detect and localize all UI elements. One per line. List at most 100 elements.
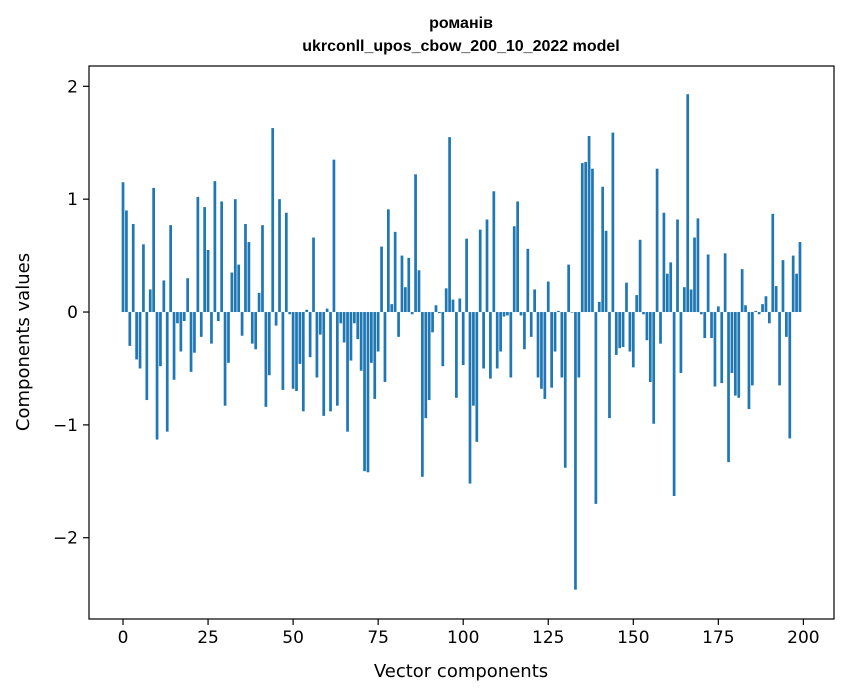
bar — [448, 137, 451, 313]
bar — [635, 295, 639, 313]
bar — [723, 253, 727, 313]
bar — [737, 312, 741, 398]
bar — [611, 132, 615, 313]
bar — [604, 230, 608, 313]
bar — [540, 312, 543, 389]
bar — [373, 312, 377, 399]
bar — [267, 312, 271, 376]
bar — [223, 312, 227, 406]
bar — [441, 312, 445, 367]
bar — [162, 280, 166, 313]
bar — [189, 312, 193, 372]
bar — [716, 306, 720, 313]
y-axis-label: Components values — [13, 253, 34, 431]
bar — [478, 229, 482, 313]
y-tick-label: 1 — [67, 190, 78, 210]
bar — [312, 237, 315, 313]
bar — [682, 287, 686, 313]
bar — [754, 310, 758, 313]
bar — [618, 312, 622, 349]
bar — [182, 312, 186, 322]
bar — [778, 312, 781, 386]
bar — [485, 219, 489, 313]
bar — [356, 312, 360, 340]
bar — [751, 312, 754, 386]
bar — [165, 312, 169, 432]
bar — [638, 239, 642, 313]
bar — [727, 312, 730, 463]
bar — [594, 312, 598, 504]
bar — [519, 312, 523, 316]
bar — [193, 312, 196, 353]
y-axis-ticks: −2 −1 0 1 2 — [53, 77, 89, 549]
bar — [376, 312, 380, 352]
bar — [645, 312, 649, 341]
chart-subtitle: ukrconll_upos_cbow_200_10_2022 model — [302, 38, 619, 55]
bar — [791, 255, 795, 313]
bar — [516, 201, 519, 313]
x-tick-label: 125 — [532, 628, 564, 648]
bar — [502, 312, 506, 317]
bar — [138, 312, 142, 369]
bar — [509, 312, 513, 378]
bar — [393, 231, 397, 313]
bar — [424, 312, 428, 419]
bar — [431, 312, 434, 333]
bar — [699, 312, 703, 315]
bar — [244, 224, 247, 313]
bar — [387, 209, 390, 313]
bar — [733, 312, 737, 396]
bar — [237, 264, 241, 313]
bar — [533, 289, 536, 313]
bar — [601, 186, 605, 313]
bar — [414, 174, 417, 313]
bar — [659, 312, 662, 344]
bar — [676, 219, 679, 313]
bar — [271, 128, 275, 313]
x-tick-label: 50 — [282, 628, 304, 648]
bar — [506, 312, 509, 316]
bar — [176, 312, 179, 324]
bar — [421, 312, 424, 477]
bar — [472, 312, 475, 406]
bar — [369, 312, 373, 363]
bar — [652, 312, 656, 424]
bar — [489, 312, 492, 379]
y-tick-label: −1 — [53, 416, 78, 436]
bar — [257, 292, 261, 313]
bar — [339, 312, 343, 324]
bar — [407, 257, 411, 313]
bar — [254, 312, 258, 350]
bar — [546, 281, 550, 313]
bar — [730, 312, 734, 373]
bar — [342, 312, 346, 343]
bar — [148, 289, 152, 313]
bar — [625, 282, 628, 313]
bar — [744, 305, 747, 313]
bar — [553, 312, 557, 352]
bar — [788, 312, 792, 439]
bar — [281, 312, 285, 390]
bar — [125, 210, 128, 313]
bar — [250, 312, 254, 344]
bar — [410, 312, 414, 315]
bar — [798, 242, 802, 313]
bar — [220, 201, 224, 313]
bar — [308, 312, 312, 358]
bar — [764, 296, 768, 313]
x-tick-label: 0 — [118, 628, 129, 648]
plot-frame — [88, 65, 835, 620]
bar — [145, 312, 149, 401]
bar — [526, 248, 530, 313]
bar — [747, 312, 751, 410]
bar — [397, 312, 400, 337]
bar — [322, 312, 326, 416]
bar — [359, 312, 363, 371]
bar — [159, 312, 162, 367]
bar — [233, 199, 237, 313]
bar — [169, 225, 172, 313]
bar — [642, 312, 645, 315]
bar — [213, 181, 217, 313]
bar — [665, 273, 669, 313]
bar — [499, 312, 502, 352]
